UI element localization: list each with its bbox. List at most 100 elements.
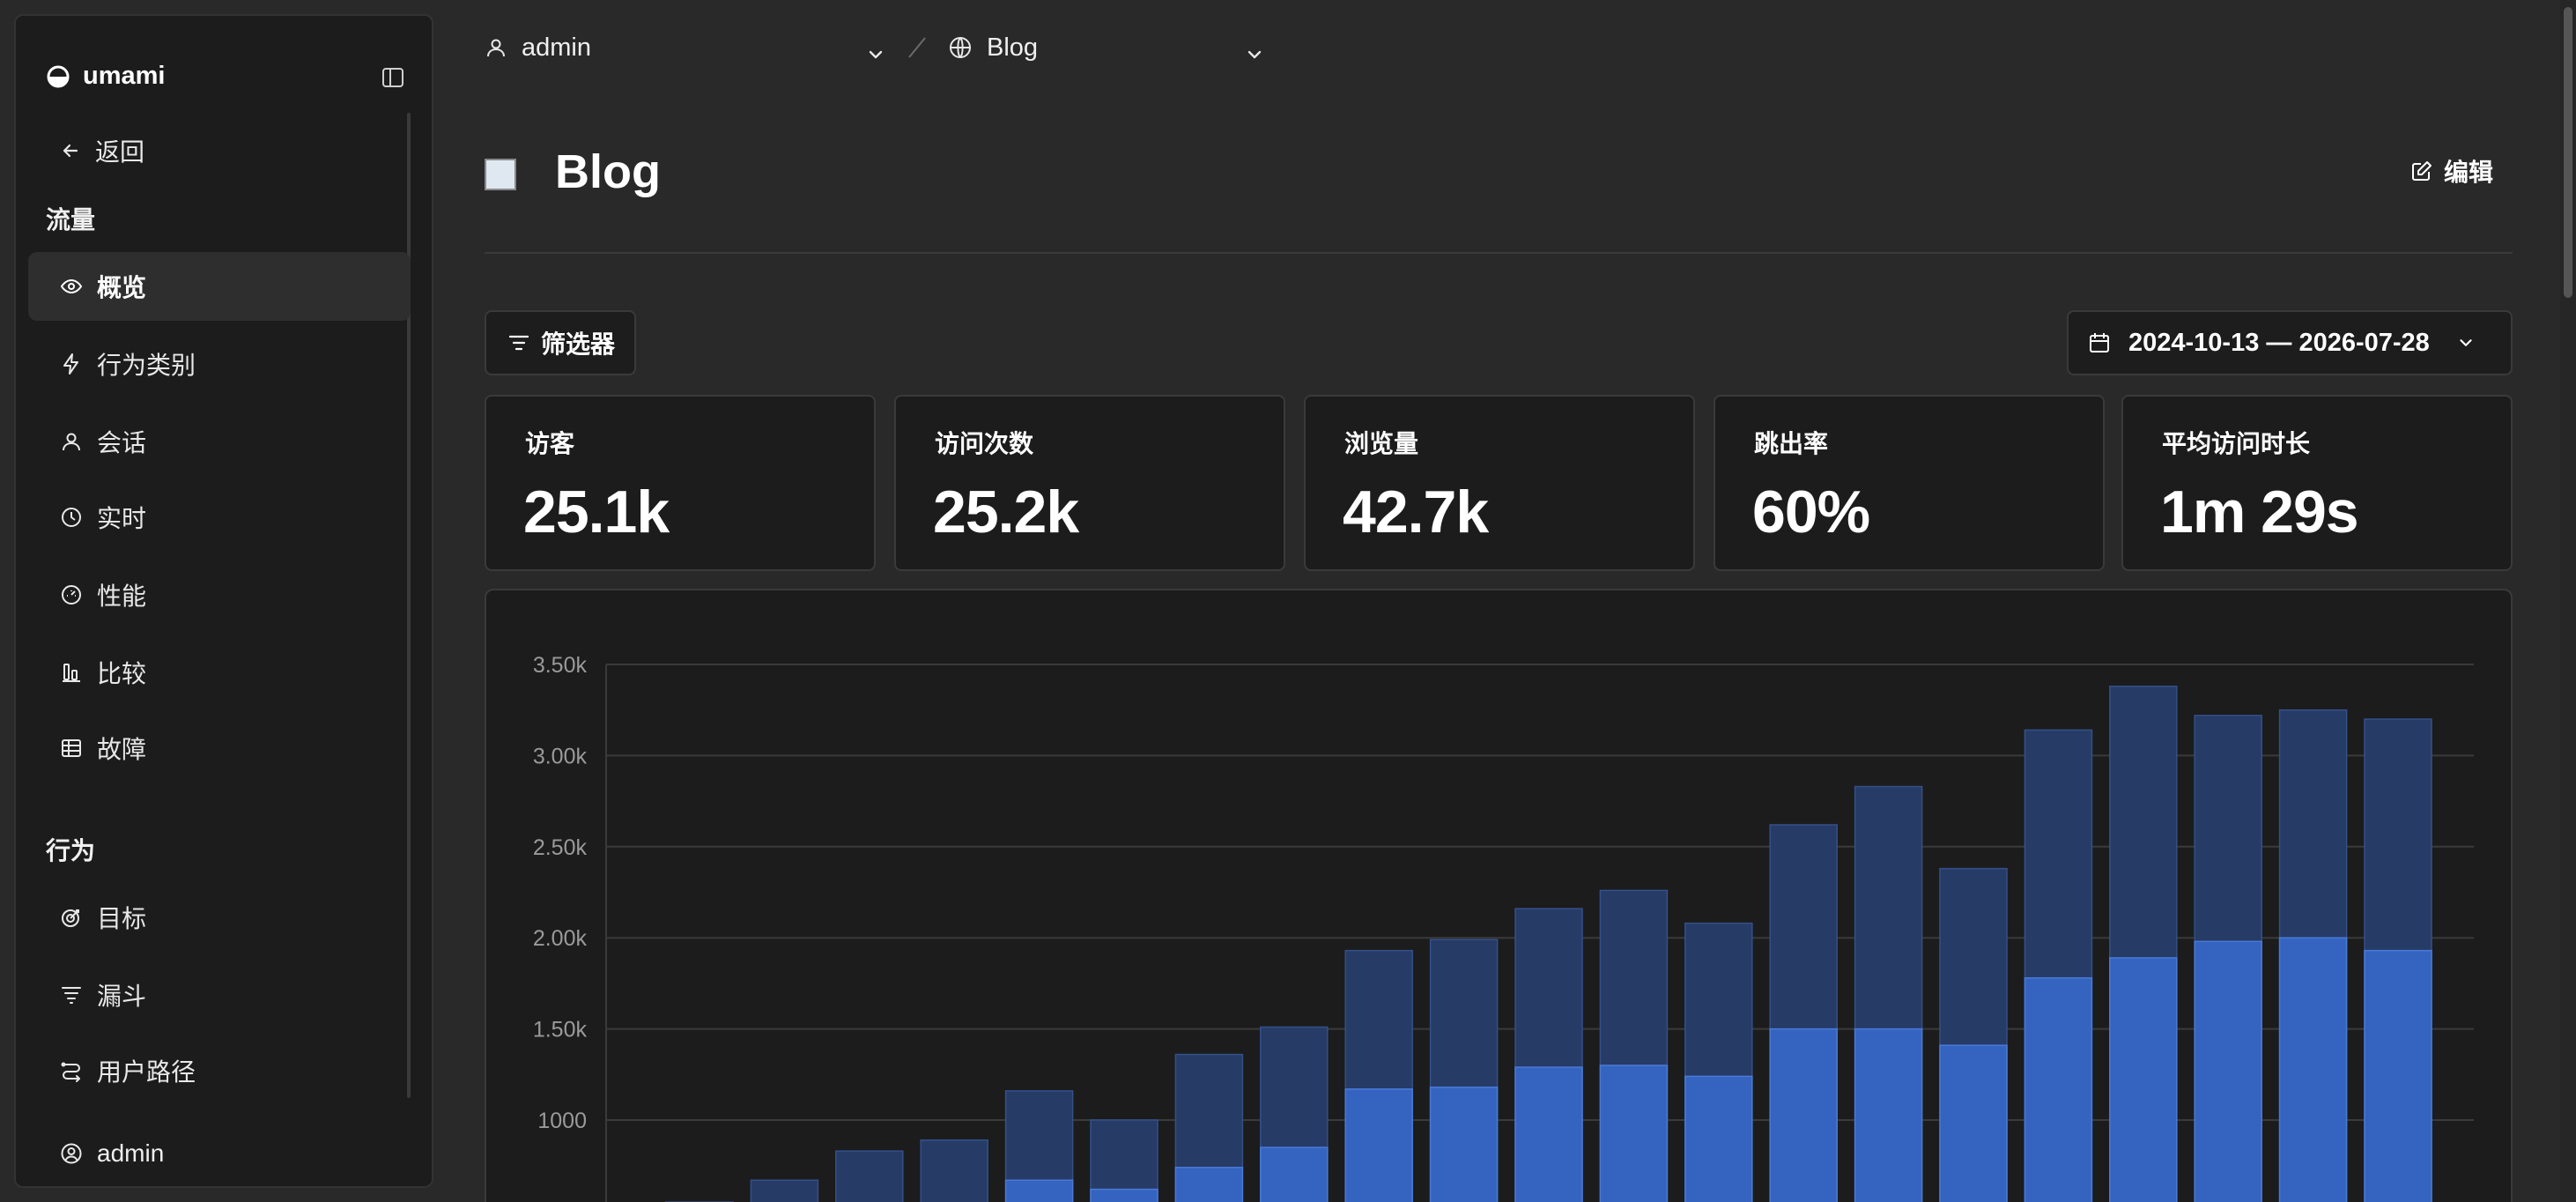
arrow-left-icon [63, 144, 78, 158]
panel-icon [382, 68, 403, 87]
sidebar-item-realtime[interactable]: 实时 [28, 483, 411, 552]
bar-visitors[interactable] [1174, 1167, 1244, 1202]
section-behavior: 行为 [46, 837, 96, 864]
sidebar-item-events[interactable]: 行为类别 [28, 330, 411, 398]
sidebar-item-label: 比较 [97, 660, 147, 687]
metric-label: 访客 [525, 430, 575, 457]
date-range-selector[interactable]: 2024-10-13 — 2026-07-28 [2067, 310, 2513, 375]
metric-card-bounce-rate: 跳出率 60% [1714, 395, 2105, 571]
edit-button[interactable]: 编辑 [2410, 153, 2493, 189]
metric-card-views: 浏览量 42.7k [1304, 395, 1695, 571]
sidebar-item-label: 会话 [97, 429, 147, 456]
user-icon [487, 39, 505, 57]
y-tick-label: 1.50k [533, 1018, 588, 1042]
back-link[interactable]: 返回 [28, 116, 411, 185]
team-selector[interactable]: admin [485, 33, 886, 63]
bar-visitors[interactable] [1260, 1146, 1329, 1202]
calendar-icon [2090, 333, 2109, 352]
sidebar-item-label: 性能 [97, 582, 147, 610]
y-tick-label: 1000 [537, 1109, 587, 1133]
user-icon [63, 433, 80, 451]
website-favicon [485, 159, 516, 190]
user-name: admin [97, 1139, 165, 1167]
sidebar-item-label: 行为类别 [97, 352, 196, 379]
chevron-down-icon [2460, 339, 2472, 346]
gauge-icon [62, 585, 81, 605]
page-scrollbar-thumb[interactable] [2564, 7, 2572, 298]
sidebar-item-goals[interactable]: 目标 [28, 883, 411, 952]
filter-icon [508, 335, 529, 351]
metric-label: 浏览量 [1344, 430, 1419, 457]
sidebar-item-funnel[interactable]: 漏斗 [28, 961, 411, 1029]
metric-label: 访问次数 [935, 430, 1034, 457]
metric-value: 60% [1752, 479, 1870, 545]
bar-visitors[interactable] [1344, 1088, 1413, 1202]
bar-visitors[interactable] [1429, 1087, 1499, 1202]
logo[interactable]: umami [46, 62, 165, 91]
sidebar-item-label: 概览 [97, 274, 147, 301]
edit-label: 编辑 [2443, 159, 2493, 186]
sidebar-scrollbar[interactable] [407, 113, 411, 1098]
breadcrumb-separator [886, 34, 948, 61]
sidebar-item-label: 用户路径 [97, 1058, 196, 1086]
y-tick-label: 3.50k [533, 653, 588, 678]
sidebar-item-journeys[interactable]: 用户路径 [28, 1036, 411, 1105]
date-range-label: 2024-10-13 — 2026-07-28 [2128, 328, 2430, 357]
bar-visitors[interactable] [2278, 937, 2348, 1202]
sidebar-item-label: 漏斗 [97, 983, 147, 1010]
metric-value: 25.1k [523, 479, 670, 545]
bar-visitors[interactable] [1854, 1028, 1923, 1202]
grid-icon [62, 739, 81, 757]
funnel-icon [62, 987, 81, 1004]
compare-icon [63, 664, 80, 682]
bar-visitors[interactable] [2364, 949, 2432, 1202]
sidebar-item-overview[interactable]: 概览 [28, 252, 411, 321]
path-icon [61, 1062, 80, 1082]
bar-visitors[interactable] [1939, 1044, 2008, 1202]
sidebar: umami 返回 流量 概览 行为类别 会话 实时 性能 比较 故障 行为 [14, 14, 433, 1188]
bar-views[interactable] [1090, 1119, 1158, 1202]
eye-icon [60, 278, 83, 294]
bar-visitors[interactable] [2109, 957, 2178, 1202]
traffic-chart: 1000 1.50k 2.00k 2.50k 3.00k 3.50k [485, 589, 2513, 1202]
sidebar-item-label: 故障 [97, 736, 147, 763]
sidebar-item-breakdown[interactable]: 故障 [28, 714, 411, 783]
metric-value: 1m 29s [2160, 479, 2359, 545]
bar-visitors[interactable] [1599, 1065, 1669, 1202]
sidebar-item-sessions[interactable]: 会话 [28, 407, 411, 476]
page-scrollbar[interactable] [2560, 0, 2576, 1202]
sidebar-item-label: 实时 [97, 505, 147, 532]
metric-label: 跳出率 [1754, 430, 1829, 457]
bar-views[interactable] [920, 1139, 988, 1202]
website-selector[interactable]: Blog [948, 33, 1265, 63]
umami-logo-icon [47, 65, 70, 87]
bar-views[interactable] [750, 1179, 819, 1202]
metric-value: 42.7k [1343, 479, 1489, 545]
bar-visitors[interactable] [2024, 976, 2093, 1202]
bar-visitors[interactable] [2194, 940, 2262, 1202]
bar-visitors[interactable] [1769, 1028, 1838, 1202]
bar-visitors[interactable] [1004, 1179, 1074, 1202]
metric-card-visitors: 访客 25.1k [485, 395, 876, 571]
user-menu[interactable]: admin [28, 1119, 411, 1188]
bar-visitors[interactable] [1684, 1075, 1753, 1202]
edit-icon [2411, 161, 2432, 181]
target-icon [62, 909, 79, 927]
metric-value: 25.2k [933, 479, 1079, 545]
section-traffic: 流量 [46, 206, 96, 234]
y-tick-label: 2.50k [533, 835, 588, 860]
team-name: admin [522, 33, 591, 62]
bar-views[interactable] [835, 1150, 904, 1202]
app-name: umami [83, 62, 166, 90]
chevron-down-icon [869, 50, 883, 58]
y-tick-label: 2.00k [533, 926, 588, 951]
sidebar-item-label: 目标 [97, 905, 147, 932]
sidebar-collapse-button[interactable] [379, 63, 407, 92]
sidebar-item-compare[interactable]: 比较 [28, 638, 411, 707]
sidebar-item-performance[interactable]: 性能 [28, 560, 411, 629]
bar-visitors[interactable] [1514, 1066, 1583, 1202]
filter-button[interactable]: 筛选器 [485, 310, 636, 375]
metric-card-visit-duration: 平均访问时长 1m 29s [2121, 395, 2513, 571]
metric-card-visits: 访问次数 25.2k [894, 395, 1285, 571]
bar-visitors[interactable] [1090, 1188, 1158, 1202]
